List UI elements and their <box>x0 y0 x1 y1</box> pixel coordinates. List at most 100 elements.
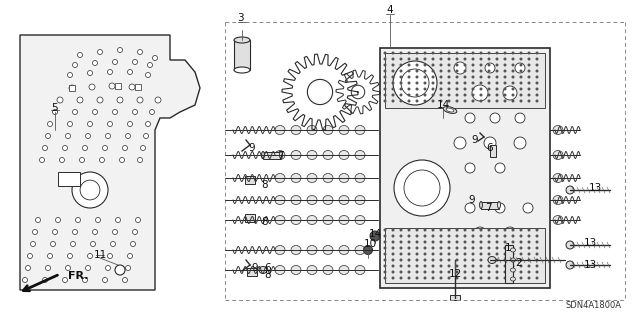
Circle shape <box>495 63 499 66</box>
Circle shape <box>392 81 394 85</box>
Circle shape <box>472 228 474 232</box>
Ellipse shape <box>275 174 285 182</box>
Circle shape <box>456 271 458 273</box>
Circle shape <box>456 87 458 91</box>
Circle shape <box>479 93 483 97</box>
Circle shape <box>520 51 522 55</box>
Circle shape <box>129 84 135 90</box>
Circle shape <box>88 254 93 258</box>
Circle shape <box>472 57 474 61</box>
Text: 5: 5 <box>52 103 58 113</box>
Circle shape <box>495 277 499 279</box>
Circle shape <box>93 61 97 65</box>
Circle shape <box>488 247 490 249</box>
Circle shape <box>88 70 93 76</box>
Circle shape <box>536 253 538 256</box>
Circle shape <box>431 76 435 78</box>
Circle shape <box>424 70 426 72</box>
Text: 14: 14 <box>436 100 450 110</box>
Circle shape <box>456 100 458 102</box>
Circle shape <box>392 57 394 61</box>
Circle shape <box>504 253 506 256</box>
Circle shape <box>511 76 515 78</box>
Circle shape <box>431 234 435 238</box>
Text: 8: 8 <box>262 180 268 190</box>
Ellipse shape <box>234 37 250 43</box>
Circle shape <box>132 229 138 234</box>
Ellipse shape <box>479 202 483 209</box>
Circle shape <box>472 87 474 91</box>
Circle shape <box>424 51 426 55</box>
Circle shape <box>424 271 426 273</box>
Circle shape <box>60 158 65 162</box>
Circle shape <box>472 253 474 256</box>
Circle shape <box>511 87 515 91</box>
Circle shape <box>399 57 403 61</box>
Circle shape <box>42 278 47 283</box>
Ellipse shape <box>323 125 333 135</box>
Circle shape <box>463 228 467 232</box>
Circle shape <box>495 100 499 102</box>
Ellipse shape <box>339 174 349 182</box>
Circle shape <box>440 271 442 273</box>
Circle shape <box>88 122 93 127</box>
Circle shape <box>447 70 451 72</box>
Circle shape <box>520 271 522 273</box>
Circle shape <box>495 87 499 91</box>
Text: 10: 10 <box>364 239 376 249</box>
Circle shape <box>401 69 429 97</box>
Circle shape <box>456 57 458 61</box>
Circle shape <box>392 51 394 55</box>
Circle shape <box>399 247 403 249</box>
Circle shape <box>69 85 75 91</box>
Circle shape <box>131 241 136 247</box>
Ellipse shape <box>566 241 574 249</box>
Circle shape <box>536 264 538 268</box>
Circle shape <box>57 97 63 103</box>
Circle shape <box>145 72 150 78</box>
Ellipse shape <box>262 152 264 159</box>
Circle shape <box>63 278 67 283</box>
Circle shape <box>456 253 458 256</box>
Circle shape <box>536 241 538 243</box>
Ellipse shape <box>307 151 317 160</box>
Text: 7: 7 <box>276 151 284 161</box>
Ellipse shape <box>488 256 496 263</box>
Circle shape <box>415 271 419 273</box>
Circle shape <box>424 81 426 85</box>
Circle shape <box>399 241 403 243</box>
Circle shape <box>456 258 458 262</box>
Ellipse shape <box>566 186 574 194</box>
Text: FR.: FR. <box>68 271 88 281</box>
Ellipse shape <box>259 266 267 273</box>
Circle shape <box>424 264 426 268</box>
Circle shape <box>440 264 442 268</box>
Circle shape <box>392 100 394 102</box>
Ellipse shape <box>339 216 349 225</box>
Circle shape <box>79 158 84 162</box>
Circle shape <box>415 87 419 91</box>
Circle shape <box>488 51 490 55</box>
Circle shape <box>89 84 95 90</box>
Circle shape <box>399 93 403 97</box>
Circle shape <box>399 258 403 262</box>
Circle shape <box>514 137 526 149</box>
Circle shape <box>495 70 499 72</box>
Bar <box>481 202 499 209</box>
Text: 13: 13 <box>584 260 596 270</box>
Circle shape <box>472 277 474 279</box>
Circle shape <box>511 63 515 66</box>
Circle shape <box>102 278 108 283</box>
Circle shape <box>504 247 506 249</box>
Circle shape <box>463 271 467 273</box>
Circle shape <box>447 228 451 232</box>
Circle shape <box>392 76 394 78</box>
Circle shape <box>392 247 394 249</box>
Circle shape <box>495 93 499 97</box>
Circle shape <box>399 271 403 273</box>
Circle shape <box>383 271 387 273</box>
Circle shape <box>472 241 474 243</box>
Circle shape <box>147 63 152 68</box>
Circle shape <box>440 51 442 55</box>
Circle shape <box>456 277 458 279</box>
